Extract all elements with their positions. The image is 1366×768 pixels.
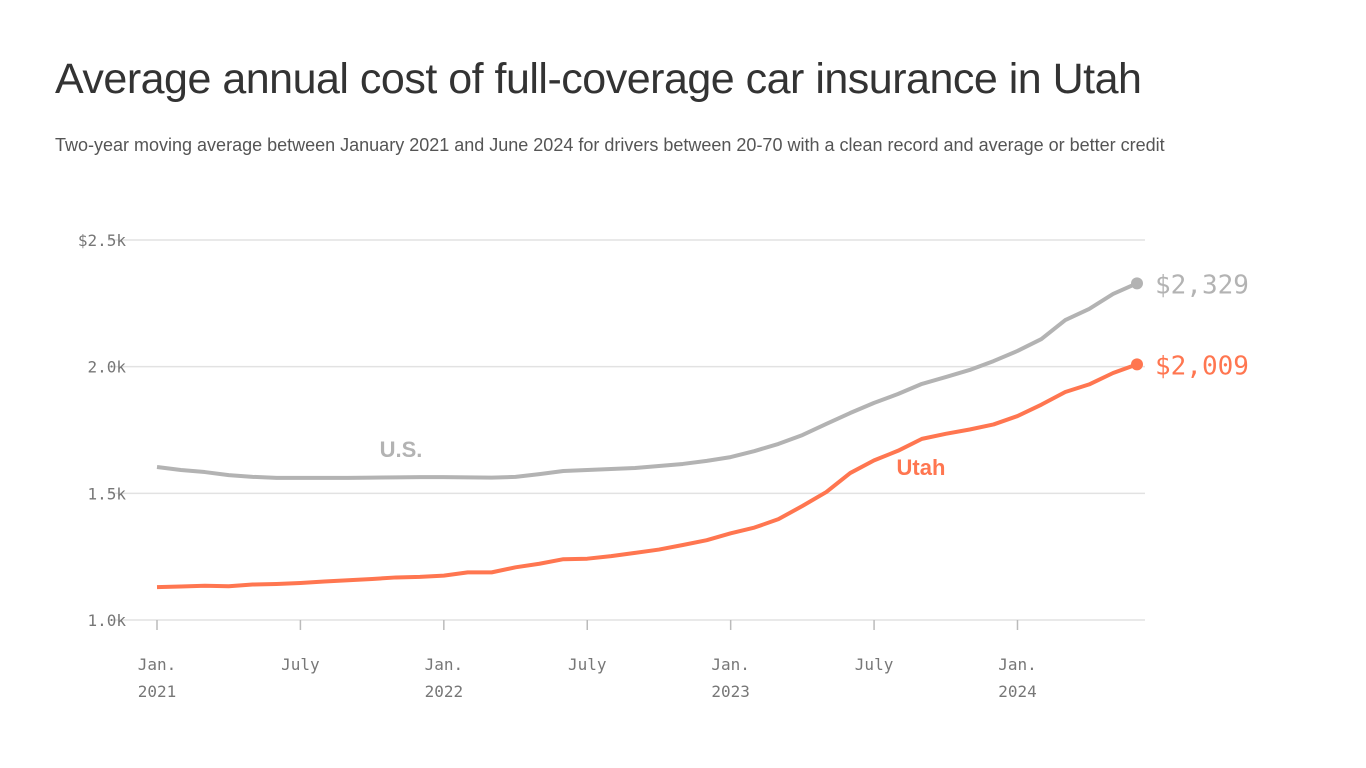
- series-label-us: U.S.: [380, 437, 423, 462]
- chart-title: Average annual cost of full-coverage car…: [55, 55, 1142, 103]
- end-point-marker: [1131, 277, 1143, 290]
- x-tick-label: July: [568, 655, 607, 674]
- x-tick-label: July: [281, 655, 320, 674]
- series-label-utah: Utah: [897, 455, 946, 480]
- end-point-marker: [1131, 358, 1143, 371]
- x-tick-label: Jan.: [711, 655, 750, 674]
- x-tick-label: Jan.: [998, 655, 1037, 674]
- end-value-label: $2,329: [1155, 270, 1249, 300]
- end-value-label: $2,009: [1155, 351, 1249, 381]
- x-tick-label: 2024: [998, 682, 1037, 701]
- x-tick-label: 2022: [425, 682, 464, 701]
- x-tick-label: 2021: [138, 682, 177, 701]
- x-tick-label: Jan.: [425, 655, 464, 674]
- y-tick-label: 1.0k: [87, 611, 126, 630]
- series-line-us: [156, 281, 1138, 480]
- x-tick-label: 2023: [711, 682, 750, 701]
- chart-subtitle: Two-year moving average between January …: [55, 135, 1165, 155]
- series-line-utah: [156, 362, 1138, 590]
- y-tick-label: $2.5k: [78, 231, 127, 250]
- x-tick-label: Jan.: [138, 655, 177, 674]
- y-tick-label: 2.0k: [87, 358, 126, 377]
- x-tick-label: July: [855, 655, 894, 674]
- y-tick-label: 1.5k: [87, 484, 126, 503]
